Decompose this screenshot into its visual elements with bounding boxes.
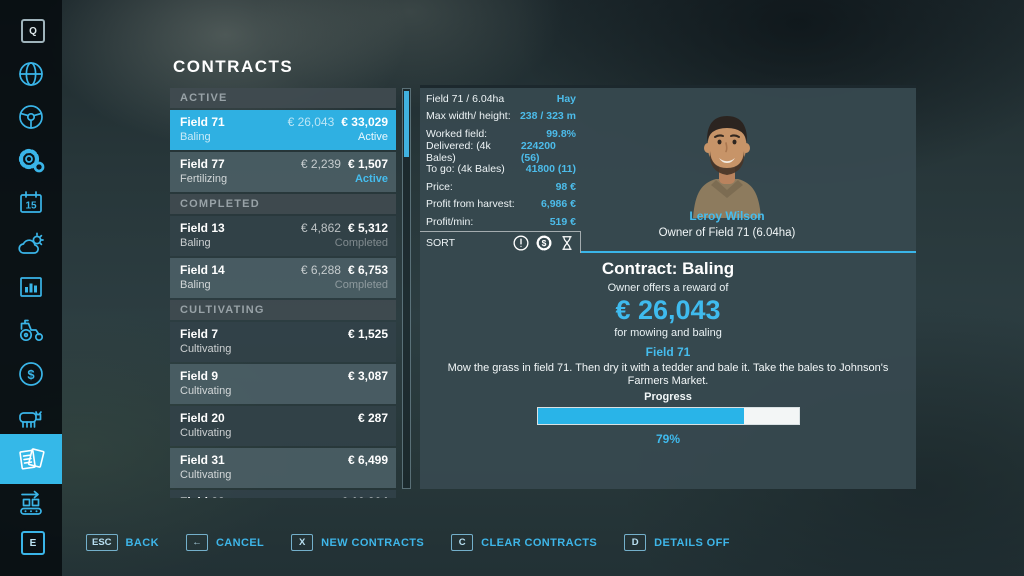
contract-description: Mow the grass in field 71. Then dry it w… (447, 362, 889, 387)
x-key-icon: X (291, 534, 314, 551)
row-field-name: Field 32 (180, 495, 225, 498)
list-scrollbar[interactable] (402, 88, 411, 489)
cancel-button[interactable]: ← CANCEL (185, 534, 264, 551)
row-field-name: Field 31 (180, 453, 225, 467)
contract-row-field-9[interactable]: Field 9 € 3,087 Cultivating (170, 364, 396, 404)
sidebar-item-finances[interactable]: $ (16, 359, 46, 389)
row-field-name: Field 9 (180, 369, 219, 383)
status-badge: Completed (334, 237, 388, 249)
row-field-name: Field 13 (180, 221, 225, 235)
svg-text:$: $ (27, 367, 35, 382)
progress-bar (536, 406, 800, 425)
owner-subtitle: Owner of Field 71 (6.04ha) (658, 227, 796, 239)
svg-text:15: 15 (25, 201, 37, 212)
progress-fill (537, 407, 744, 424)
svg-text:$: $ (542, 238, 547, 248)
sort-row: SORT $ (420, 231, 581, 253)
owner-underline (581, 251, 916, 253)
d-key-icon: D (624, 534, 647, 551)
c-key-icon: C (451, 534, 474, 551)
sidebar-item-map[interactable] (16, 59, 46, 89)
contract-row-field-71[interactable]: Field 71 € 26,043 € 33,029 Baling Active (170, 110, 396, 150)
row-field-name: Field 7 (180, 327, 219, 341)
progress-label: Progress (644, 390, 692, 403)
money-sort-icon[interactable]: $ (535, 234, 553, 252)
contract-row-field-77[interactable]: Field 77 € 2,239 € 1,507 Fertilizing Acti… (170, 152, 396, 192)
scrollbar-thumb[interactable] (404, 91, 409, 157)
sidebar: Q 15 (0, 0, 62, 576)
owner-name: Leroy Wilson (689, 209, 765, 223)
globe-icon (19, 62, 43, 86)
contract-row-field-20[interactable]: Field 20 € 287 Cultivating (170, 406, 396, 446)
sidebar-item-calendar[interactable]: 15 (16, 188, 46, 218)
status-badge: Active (354, 173, 388, 185)
sort-label: SORT (426, 236, 455, 249)
status-badge: Completed (334, 279, 388, 291)
production-chain-icon (20, 490, 42, 515)
statistics-icon (20, 277, 42, 297)
sidebar-item-weather[interactable] (16, 230, 46, 260)
cow-icon (19, 411, 42, 428)
owner-info: Leroy Wilson Owner of Field 71 (6.04ha) (581, 88, 873, 253)
clear-contracts-button[interactable]: C CLEAR CONTRACTS (451, 534, 597, 551)
new-contracts-button[interactable]: X NEW CONTRACTS (291, 534, 424, 551)
page-title: CONTRACTS (173, 57, 294, 76)
key-hint-e: E (21, 531, 45, 555)
row-field-name: Field 77 (180, 157, 225, 171)
contract-title: Contract: Baling (601, 259, 735, 278)
owner-portrait (693, 116, 761, 218)
contract-row-field-32[interactable]: Field 32 € 10,904 Cultivating (170, 490, 396, 498)
section-header-cultivating: CULTIVATING (170, 300, 396, 320)
finances-icon: $ (19, 362, 43, 386)
sidebar-item-settings[interactable] (16, 145, 46, 175)
calendar-icon: 15 (20, 191, 42, 213)
tractor-icon (19, 319, 44, 342)
section-header-active: ACTIVE (170, 88, 396, 108)
priority-sort-icon[interactable] (512, 234, 530, 252)
field-stats: Field 71 / 6.04ha Hay Max width/ height: 2… (426, 92, 576, 228)
key-hint-q: Q (21, 19, 45, 43)
contracts-icon (19, 448, 45, 470)
sidebar-item-contracts-active[interactable] (0, 434, 62, 484)
row-field-name: Field 71 (180, 115, 225, 129)
backspace-key-icon: ← (185, 534, 208, 551)
row-field-name: Field 14 (180, 263, 225, 277)
contract-details: Contract: Baling Owner offers a reward o… (420, 253, 916, 446)
contract-row-field-13[interactable]: Field 13 € 4,862 € 5,312 Baling Completed (170, 216, 396, 256)
steering-wheel-icon (19, 105, 43, 129)
esc-key-icon: ESC (86, 534, 118, 551)
sidebar-item-animals[interactable] (16, 402, 46, 432)
section-header-completed: COMPLETED (170, 194, 396, 214)
contract-row-field-31[interactable]: Field 31 € 6,499 Cultivating (170, 448, 396, 488)
bottom-keybind-bar: ESC BACK ← CANCEL X NEW CONTRACTS C CLEA… (86, 534, 730, 551)
contract-list: ACTIVE Field 71 € 26,043 € 33,029 Baling … (170, 88, 396, 498)
progress-percent: 79% (655, 431, 681, 446)
reward-intro: Owner offers a reward of (607, 282, 729, 294)
time-sort-icon[interactable] (558, 234, 576, 252)
sidebar-item-vehicles[interactable] (16, 315, 46, 345)
sidebar-item-statistics[interactable] (16, 272, 46, 302)
reward-amount: € 26,043 (615, 295, 721, 325)
contract-row-field-14[interactable]: Field 14 € 6,288 € 6,753 Baling Completed (170, 258, 396, 298)
settings-gear-icon (18, 148, 45, 173)
contract-detail-panel: Field 71 / 6.04ha Hay Max width/ height: 2… (420, 85, 916, 489)
row-field-name: Field 20 (180, 411, 225, 425)
sidebar-item-vehicles-control[interactable] (16, 102, 46, 132)
weather-icon (18, 232, 44, 254)
back-button[interactable]: ESC BACK (86, 534, 159, 551)
contract-row-field-7[interactable]: Field 7 € 1,525 Cultivating (170, 322, 396, 362)
sidebar-item-production-chains[interactable] (16, 488, 46, 518)
reward-for: for mowing and baling (614, 327, 722, 339)
status-badge: Active (358, 131, 388, 143)
details-off-button[interactable]: D DETAILS OFF (624, 534, 730, 551)
contract-field-name: Field 71 (645, 345, 691, 359)
